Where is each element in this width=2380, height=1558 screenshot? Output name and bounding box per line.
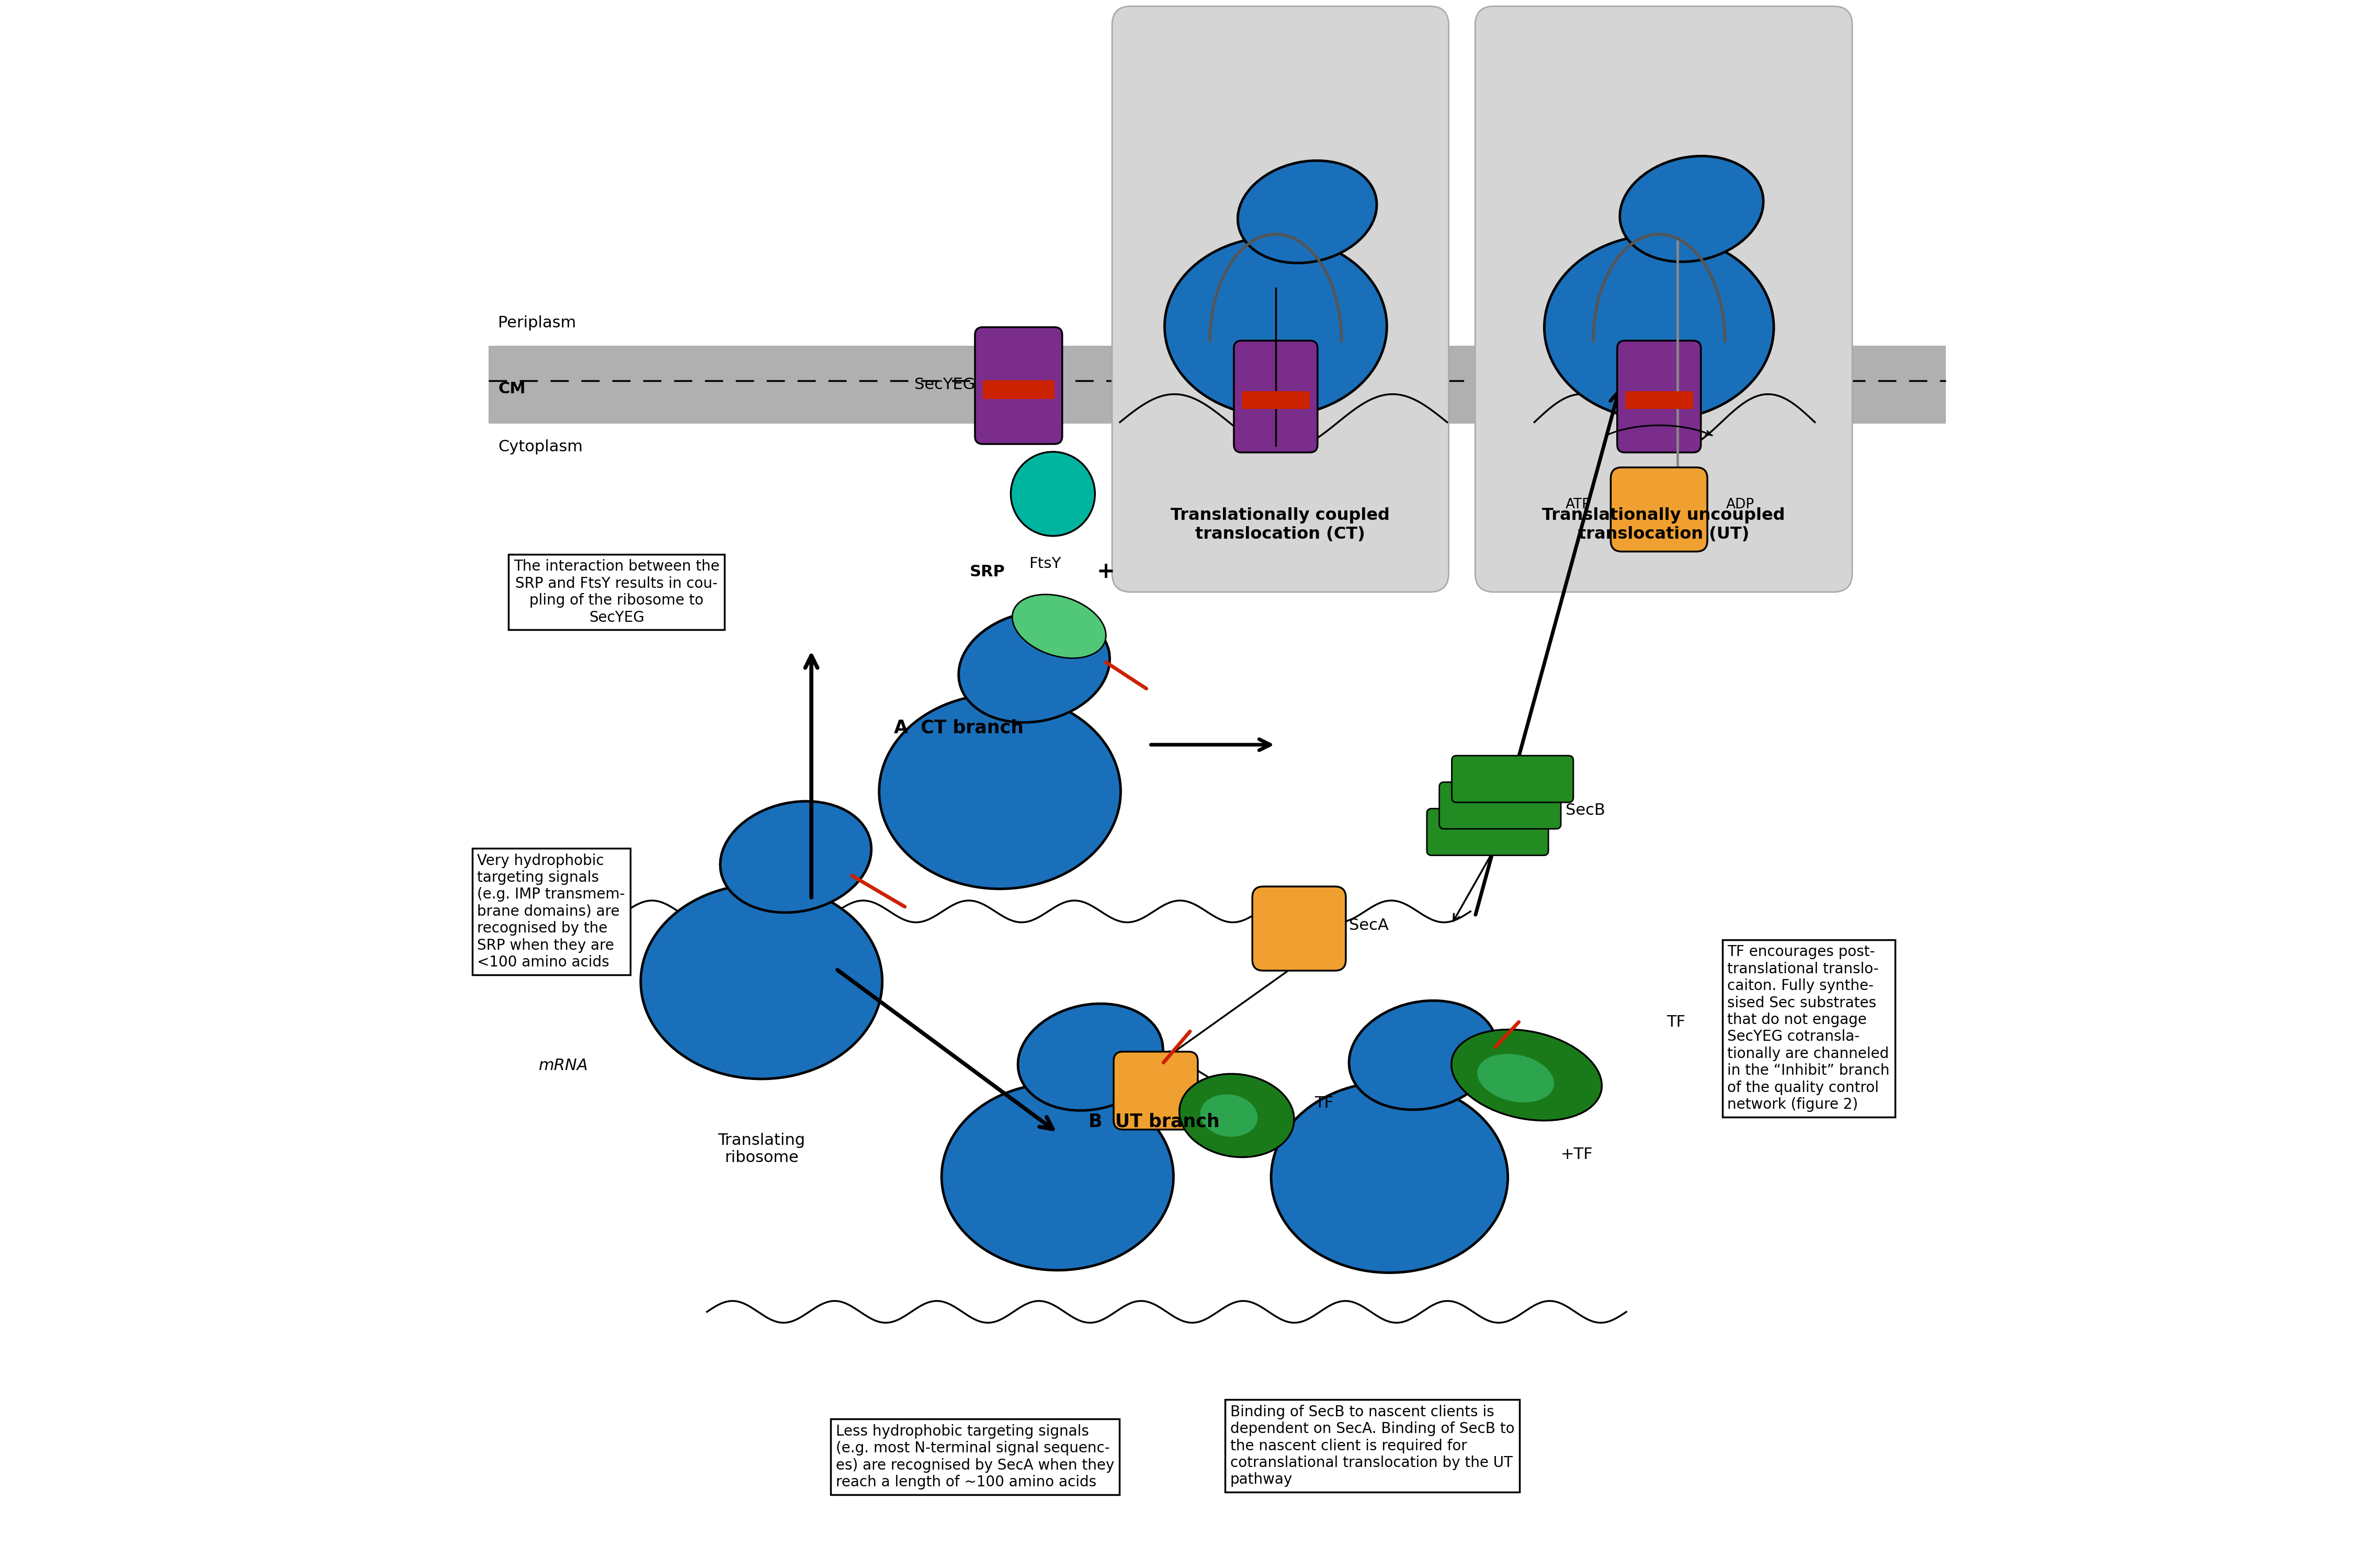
Bar (1242, 391, 1309, 410)
FancyBboxPatch shape (1111, 6, 1449, 592)
Text: ADP: ADP (1726, 499, 1754, 511)
FancyBboxPatch shape (1233, 341, 1319, 452)
Text: TF: TF (1314, 1095, 1333, 1111)
Text: B  UT branch: B UT branch (1088, 1112, 1221, 1131)
Ellipse shape (721, 801, 871, 913)
Ellipse shape (1478, 1053, 1554, 1103)
FancyBboxPatch shape (1611, 467, 1706, 552)
Text: SecB: SecB (1566, 802, 1604, 818)
FancyBboxPatch shape (1252, 887, 1345, 971)
Ellipse shape (1452, 1030, 1602, 1120)
Text: FtsY: FtsY (1028, 556, 1061, 570)
FancyBboxPatch shape (1114, 1052, 1197, 1130)
Text: Translationally coupled
translocation (CT): Translationally coupled translocation (C… (1171, 508, 1390, 542)
Text: Translating
ribosome: Translating ribosome (719, 1133, 804, 1165)
Ellipse shape (1012, 595, 1107, 657)
Ellipse shape (878, 695, 1121, 888)
Text: +TF: +TF (1561, 1147, 1592, 1162)
Bar (488, 346, 1947, 424)
FancyBboxPatch shape (1428, 809, 1549, 855)
Ellipse shape (959, 611, 1109, 723)
Ellipse shape (1200, 1094, 1257, 1137)
Text: A  CT branch: A CT branch (895, 718, 1023, 737)
Text: CM: CM (497, 382, 526, 396)
Ellipse shape (1621, 156, 1764, 262)
Text: mRNA: mRNA (538, 1058, 588, 1073)
Ellipse shape (1349, 1000, 1497, 1109)
Text: TF: TF (1666, 1014, 1685, 1030)
Text: +: + (1097, 561, 1114, 583)
Text: Less hydrophobic targeting signals
(e.g. most N-terminal signal sequenc-
es) are: Less hydrophobic targeting signals (e.g.… (835, 1424, 1114, 1489)
Ellipse shape (1271, 1081, 1509, 1273)
FancyBboxPatch shape (1440, 782, 1561, 829)
Text: ATP: ATP (1566, 499, 1590, 511)
Text: Binding of SecB to nascent clients is
dependent on SecA. Binding of SecB to
the : Binding of SecB to nascent clients is de… (1230, 1405, 1514, 1486)
Text: SRP: SRP (969, 564, 1004, 580)
Ellipse shape (1545, 235, 1773, 419)
FancyBboxPatch shape (976, 327, 1061, 444)
Text: SecA: SecA (1349, 918, 1388, 933)
FancyBboxPatch shape (1616, 341, 1702, 452)
Text: Very hydrophobic
targeting signals
(e.g. IMP transmem-
brane domains) are
recogn: Very hydrophobic targeting signals (e.g.… (478, 854, 626, 969)
Text: The interaction between the
SRP and FtsY results in cou-
pling of the ribosome t: The interaction between the SRP and FtsY… (514, 559, 719, 625)
Ellipse shape (1180, 1073, 1295, 1158)
Text: SecYEG: SecYEG (914, 377, 976, 393)
Ellipse shape (1238, 160, 1376, 263)
Text: Cytoplasm: Cytoplasm (497, 439, 583, 455)
Bar (983, 380, 1054, 399)
Text: Translationally uncoupled
translocation (UT): Translationally uncoupled translocation … (1542, 508, 1785, 542)
Circle shape (1012, 452, 1095, 536)
Ellipse shape (942, 1083, 1173, 1270)
Ellipse shape (640, 885, 883, 1078)
Ellipse shape (1019, 1003, 1164, 1111)
Ellipse shape (1164, 237, 1388, 416)
FancyBboxPatch shape (1476, 6, 1852, 592)
Bar (1626, 391, 1692, 410)
FancyBboxPatch shape (1452, 756, 1573, 802)
Text: Periplasm: Periplasm (497, 315, 576, 330)
Text: TF encourages post-
translational translo-
caiton. Fully synthe-
sised Sec subst: TF encourages post- translational transl… (1728, 944, 1890, 1112)
